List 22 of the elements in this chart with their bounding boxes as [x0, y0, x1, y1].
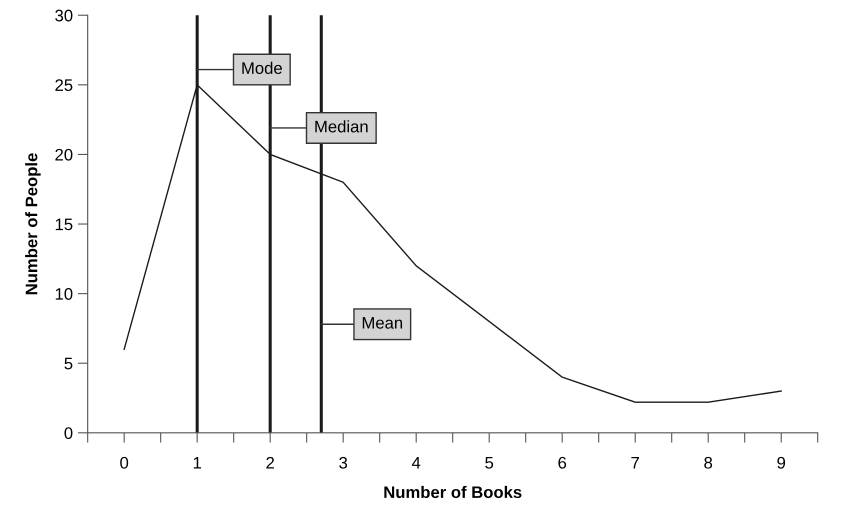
x-tick-label: 1 [194, 457, 201, 469]
x-tick-label: 5 [485, 457, 494, 469]
y-tick-label: 10 [56, 288, 72, 300]
y-tick-label: 15 [56, 218, 72, 230]
y-axis-title: Number of People [25, 153, 41, 294]
x-tick-label: 9 [777, 456, 786, 469]
x-tick-label: 4 [412, 457, 420, 469]
x-axis-title: Number of Books [384, 486, 522, 498]
x-tick-label: 3 [339, 456, 348, 469]
y-tick-label: 5 [64, 358, 72, 370]
y-tick-label: 20 [55, 148, 72, 161]
y-tick-label: 0 [64, 427, 72, 440]
x-tick-label: 2 [266, 456, 274, 469]
ref-line-label: Mode [242, 62, 282, 74]
ref-line-label: Mean [362, 317, 402, 329]
x-tick-label: 7 [631, 457, 639, 469]
x-tick-label: 0 [120, 456, 128, 469]
ref-line-label: Median [315, 120, 368, 132]
x-tick-label: 8 [704, 456, 712, 469]
y-tick-label: 30 [55, 10, 72, 22]
y-tick-label: 25 [55, 79, 72, 92]
x-tick-label: 6 [558, 456, 566, 469]
